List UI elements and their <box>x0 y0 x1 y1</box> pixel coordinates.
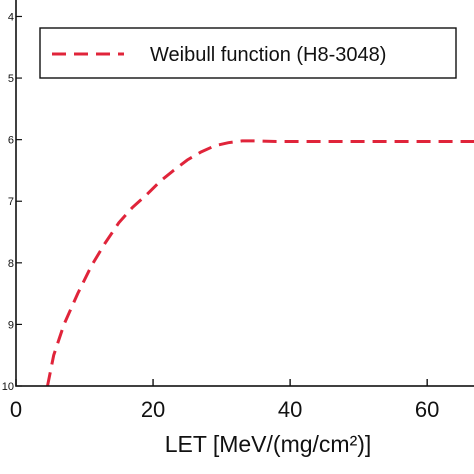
x-axis-label: LET [MeV/(mg/cm²)] <box>165 431 372 457</box>
y-tick-label: 4 <box>8 11 14 23</box>
y-tick-label: 6 <box>8 135 14 147</box>
legend-label: Weibull function (H8-3048) <box>150 44 386 66</box>
y-tick-label: 5 <box>8 73 14 85</box>
x-tick-label: 20 <box>141 397 165 422</box>
y-tick-label: 7 <box>8 196 14 208</box>
series-layer <box>46 139 474 387</box>
y-tick-label: 8 <box>8 258 14 270</box>
plot-frame <box>15 0 474 387</box>
series-line-0 <box>46 139 474 387</box>
y-axis-ticks: 4 5 6 7 8 9 10 <box>2 11 22 393</box>
x-tick-label: 0 <box>10 397 22 422</box>
legend: Weibull function (H8-3048) <box>39 27 457 79</box>
y-tick-label: 9 <box>8 319 14 331</box>
x-axis-ticks: 0 20 40 60 <box>10 379 439 422</box>
x-tick-label: 60 <box>415 397 439 422</box>
y-tick-label: 10 <box>2 381 14 393</box>
x-tick-label: 40 <box>278 397 302 422</box>
